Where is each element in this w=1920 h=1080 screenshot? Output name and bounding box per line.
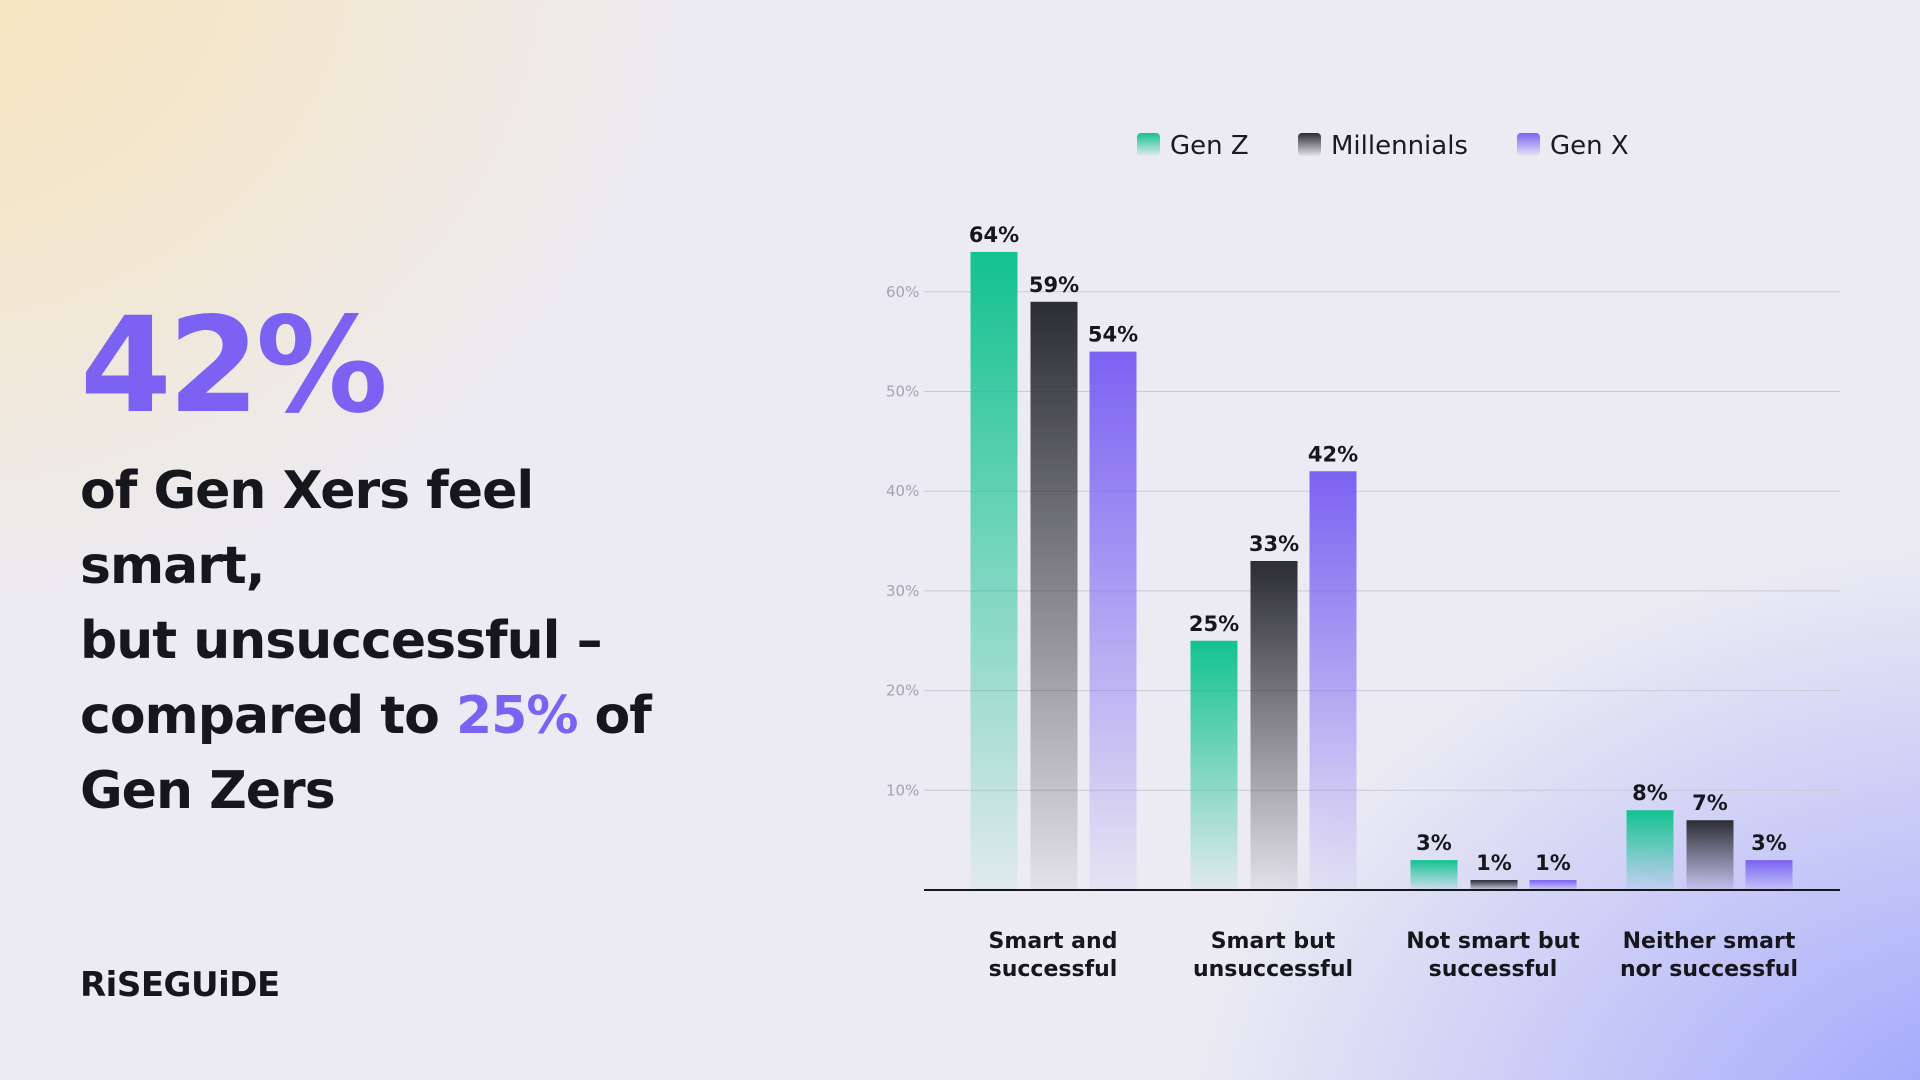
bar-value-label: 8%	[1632, 781, 1668, 805]
bar	[970, 251, 1018, 891]
bar	[1190, 640, 1238, 890]
bar-value-label: 1%	[1476, 851, 1512, 875]
bar	[1030, 301, 1078, 890]
bar	[1745, 860, 1793, 890]
y-tick-label: 10%	[886, 781, 919, 799]
bar	[1410, 860, 1458, 890]
chart-legend: Gen Z Millennials Gen X	[1137, 131, 1629, 161]
legend-label: Millennials	[1331, 131, 1468, 161]
statement-line-1: of Gen Xers feel smart,	[80, 461, 534, 596]
legend-label: Gen Z	[1170, 131, 1249, 161]
bar-value-label: 3%	[1416, 831, 1452, 855]
chart-gridlines: 10% 20% 30% 40% 50% 60%	[886, 283, 1840, 799]
bar-value-label: 54%	[1088, 323, 1138, 347]
headline: 42% of Gen Xers feel smart, but unsucces…	[80, 300, 720, 829]
bar	[1470, 880, 1518, 890]
chart-axis: Smart and successful Smart but unsuccessful…	[924, 889, 1840, 982]
statement-line-2: but unsuccessful –	[80, 611, 603, 671]
bar-value-label: 59%	[1029, 273, 1079, 297]
bar-value-label: 42%	[1308, 442, 1358, 466]
chart-bars: 64% 25% 3% 8% 59% 33% 1% 7% 54% 42% 1% 3%	[969, 223, 1793, 891]
x-tick-label: successful	[1429, 957, 1558, 982]
bar	[1089, 351, 1137, 890]
statement-line-3-post: of	[577, 686, 652, 746]
bar	[1529, 880, 1577, 890]
legend-label: Gen X	[1550, 131, 1629, 161]
bar-value-label: 25%	[1189, 612, 1239, 636]
bar	[1626, 810, 1674, 890]
statement-line-3: compared to 25% of	[80, 679, 720, 754]
bar-value-label: 1%	[1535, 851, 1571, 875]
y-tick-label: 60%	[886, 283, 919, 301]
riseguide-logo: RiSEGUiDE	[80, 965, 280, 1005]
bar	[1686, 820, 1734, 890]
statement-line-4: Gen Zers	[80, 761, 336, 821]
y-tick-label: 30%	[886, 582, 919, 600]
bar-value-label: 3%	[1751, 831, 1787, 855]
y-tick-label: 20%	[886, 682, 919, 700]
statement-accent-stat: 25%	[455, 686, 578, 746]
y-tick-label: 40%	[886, 482, 919, 500]
bar	[1250, 560, 1298, 890]
x-tick-label: unsuccessful	[1193, 957, 1353, 982]
legend-swatch	[1298, 133, 1321, 156]
statement-line-3-pre: compared to	[80, 686, 456, 746]
headline-statement: of Gen Xers feel smart, but unsuccessful…	[80, 454, 720, 829]
x-tick-label: Smart and	[989, 929, 1118, 954]
bar	[1309, 471, 1357, 890]
x-tick-label: Smart but	[1211, 929, 1336, 954]
y-tick-label: 50%	[886, 383, 919, 401]
legend-swatch	[1137, 133, 1160, 156]
bar-value-label: 64%	[969, 223, 1019, 247]
x-tick-label: successful	[989, 957, 1118, 982]
bar-value-label: 7%	[1692, 791, 1728, 815]
x-tick-label: nor successful	[1620, 957, 1798, 982]
x-tick-label: Not smart but	[1406, 929, 1580, 954]
bar-value-label: 33%	[1249, 532, 1299, 556]
x-tick-label: Neither smart	[1623, 929, 1796, 954]
headline-stat: 42%	[80, 289, 388, 443]
legend-swatch	[1517, 133, 1540, 156]
